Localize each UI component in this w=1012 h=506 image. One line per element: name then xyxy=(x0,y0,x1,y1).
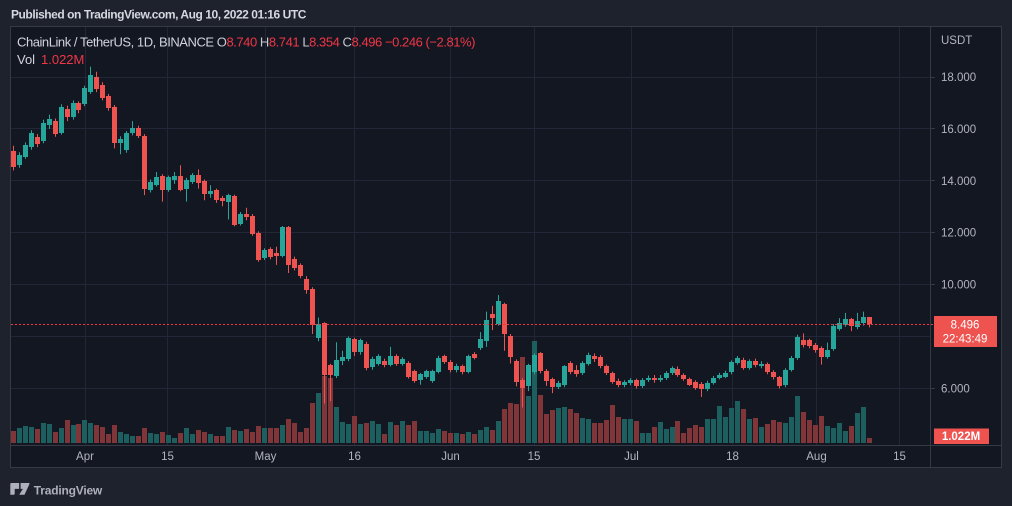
svg-text:1.022M: 1.022M xyxy=(942,431,980,443)
svg-text:ChainLink / TetherUS, 1D, BINA: ChainLink / TetherUS, 1D, BINANCE O8.740… xyxy=(17,35,475,50)
svg-text:16: 16 xyxy=(348,451,361,463)
svg-text:18.000: 18.000 xyxy=(941,72,976,84)
svg-text:22:43:49: 22:43:49 xyxy=(943,334,988,346)
svg-text:8.496: 8.496 xyxy=(951,320,980,332)
svg-text:Published on TradingView.com,: Published on TradingView.com, Aug 10, 20… xyxy=(11,8,307,22)
svg-text:15: 15 xyxy=(893,451,906,463)
svg-text:Aug: Aug xyxy=(806,451,826,463)
svg-text:Apr: Apr xyxy=(76,451,94,463)
svg-text:USDT: USDT xyxy=(941,35,972,47)
svg-text:Jun: Jun xyxy=(441,451,460,463)
svg-text:18: 18 xyxy=(726,451,739,463)
svg-text:Jul: Jul xyxy=(624,451,639,463)
svg-text:TradingView: TradingView xyxy=(34,484,103,498)
svg-text:May: May xyxy=(255,451,277,463)
svg-text:16.000: 16.000 xyxy=(941,124,976,136)
svg-text:6.000: 6.000 xyxy=(941,384,970,396)
svg-text:15: 15 xyxy=(528,451,541,463)
svg-text:14.000: 14.000 xyxy=(941,176,976,188)
svg-text:10.000: 10.000 xyxy=(941,280,976,292)
svg-text:15: 15 xyxy=(161,451,174,463)
svg-text:12.000: 12.000 xyxy=(941,228,976,240)
